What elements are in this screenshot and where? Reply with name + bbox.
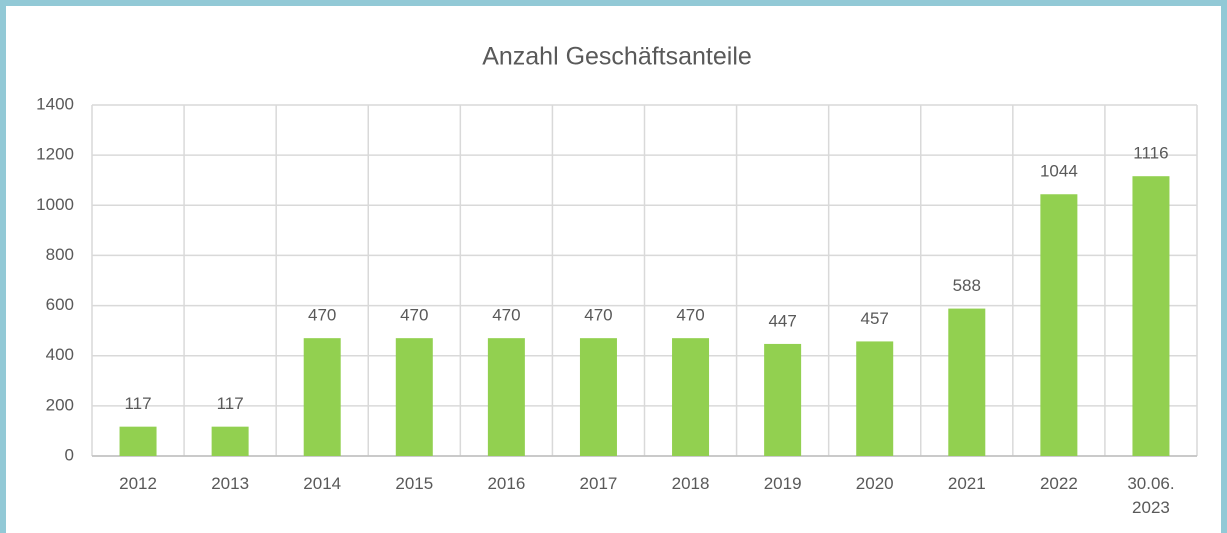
data-label: 117 [124,394,151,413]
y-tick-label: 600 [46,295,74,314]
y-tick-label: 1000 [36,195,74,214]
bar [672,338,710,456]
y-tick-label: 800 [46,245,74,264]
y-tick-label: 200 [46,395,74,414]
data-label: 470 [584,306,612,325]
data-label: 457 [861,309,889,328]
x-tick-label: 2018 [671,474,710,493]
data-label: 588 [953,276,981,295]
x-tick-label: 2022 [1039,474,1078,493]
data-label: 1116 [1133,144,1168,163]
data-label: 470 [676,306,704,325]
data-label: 447 [768,311,796,330]
x-tick-label: 2019 [763,474,802,493]
bar [1040,194,1078,457]
data-label: 470 [492,306,520,325]
bar [395,338,433,456]
data-label: 470 [400,306,428,325]
x-tick-label: 2012 [119,474,157,493]
y-tick-label: 1200 [36,145,74,164]
chart-title: Anzahl Geschäftsanteile [482,43,752,71]
bar [1132,176,1170,456]
data-label: 470 [308,306,336,325]
bar [856,341,894,456]
y-tick-label: 400 [46,345,74,364]
x-tick-label: 30.06. 2023 [1127,474,1175,517]
x-tick-label: 2013 [211,474,250,493]
bar [579,338,617,456]
bar [948,308,986,456]
y-tick-label: 0 [65,445,74,464]
data-label: 1044 [1040,162,1078,181]
x-tick-label: 2016 [487,474,526,493]
x-tick-label: 2015 [395,474,434,493]
y-tick-label: 1400 [36,94,74,113]
bar [487,338,525,456]
bar [303,338,341,456]
x-tick-label: 2020 [855,474,894,493]
bar [119,426,157,456]
x-tick-label: 2014 [303,474,342,493]
bar [764,343,802,456]
bar [211,426,249,456]
x-tick-label: 2017 [579,474,618,493]
x-tick-label: 2021 [947,474,986,493]
data-label: 117 [217,394,244,413]
